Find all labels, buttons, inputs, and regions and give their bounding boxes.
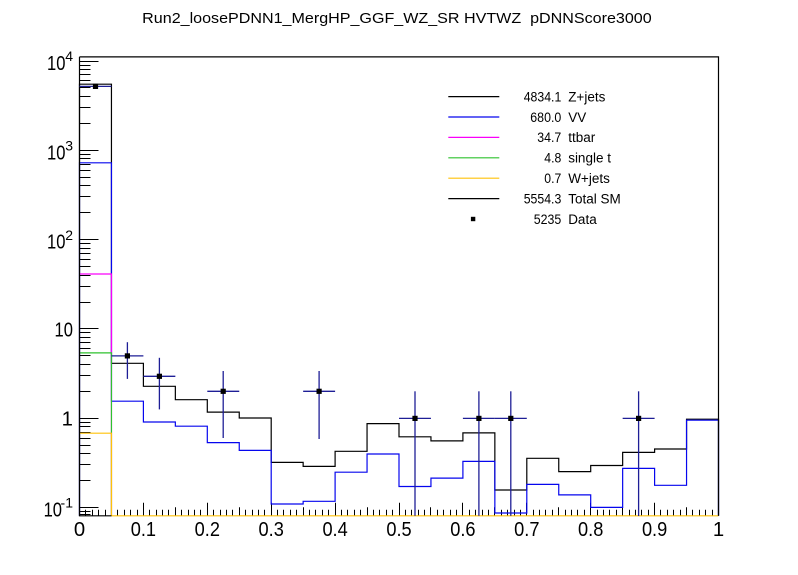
svg-text:10: 10 xyxy=(47,142,65,164)
svg-text:0.6: 0.6 xyxy=(450,519,475,541)
svg-text:-1: -1 xyxy=(61,495,74,511)
svg-text:Data: Data xyxy=(568,212,597,227)
svg-text:2: 2 xyxy=(65,227,73,243)
svg-text:0.2: 0.2 xyxy=(195,519,220,541)
svg-text:34.7: 34.7 xyxy=(537,130,561,145)
svg-text:ttbar: ttbar xyxy=(568,130,596,145)
svg-text:10: 10 xyxy=(47,53,65,75)
svg-text:10: 10 xyxy=(55,319,73,341)
svg-text:4.8: 4.8 xyxy=(544,151,561,166)
svg-text:single t: single t xyxy=(568,151,611,166)
svg-text:0.3: 0.3 xyxy=(259,519,284,541)
svg-text:0.9: 0.9 xyxy=(642,519,667,541)
svg-text:4834.1: 4834.1 xyxy=(524,89,562,104)
svg-text:4: 4 xyxy=(65,48,73,64)
svg-text:0.5: 0.5 xyxy=(386,519,411,541)
svg-text:0.1: 0.1 xyxy=(131,519,156,541)
svg-text:10: 10 xyxy=(47,232,65,254)
svg-text:0.4: 0.4 xyxy=(322,519,347,541)
svg-text:VV: VV xyxy=(568,110,586,125)
svg-text:3: 3 xyxy=(65,138,73,154)
svg-text:5554.3: 5554.3 xyxy=(524,191,562,206)
svg-text:0: 0 xyxy=(74,519,85,541)
svg-text:680.0: 680.0 xyxy=(530,110,561,125)
svg-text:Total SM: Total SM xyxy=(568,191,621,206)
svg-text:1: 1 xyxy=(62,409,73,431)
svg-text:5235: 5235 xyxy=(534,212,562,227)
svg-text:10: 10 xyxy=(44,500,62,522)
svg-text:Z+jets: Z+jets xyxy=(568,89,605,104)
svg-text:0.8: 0.8 xyxy=(578,519,603,541)
svg-text:0.7: 0.7 xyxy=(544,171,561,186)
svg-text:1: 1 xyxy=(713,519,724,541)
svg-text:Run2_loosePDNN1_MergHP_GGF_WZ_: Run2_loosePDNN1_MergHP_GGF_WZ_SR HVTWZ p… xyxy=(142,11,652,27)
svg-text:0.7: 0.7 xyxy=(514,519,539,541)
svg-text:W+jets: W+jets xyxy=(568,171,610,186)
